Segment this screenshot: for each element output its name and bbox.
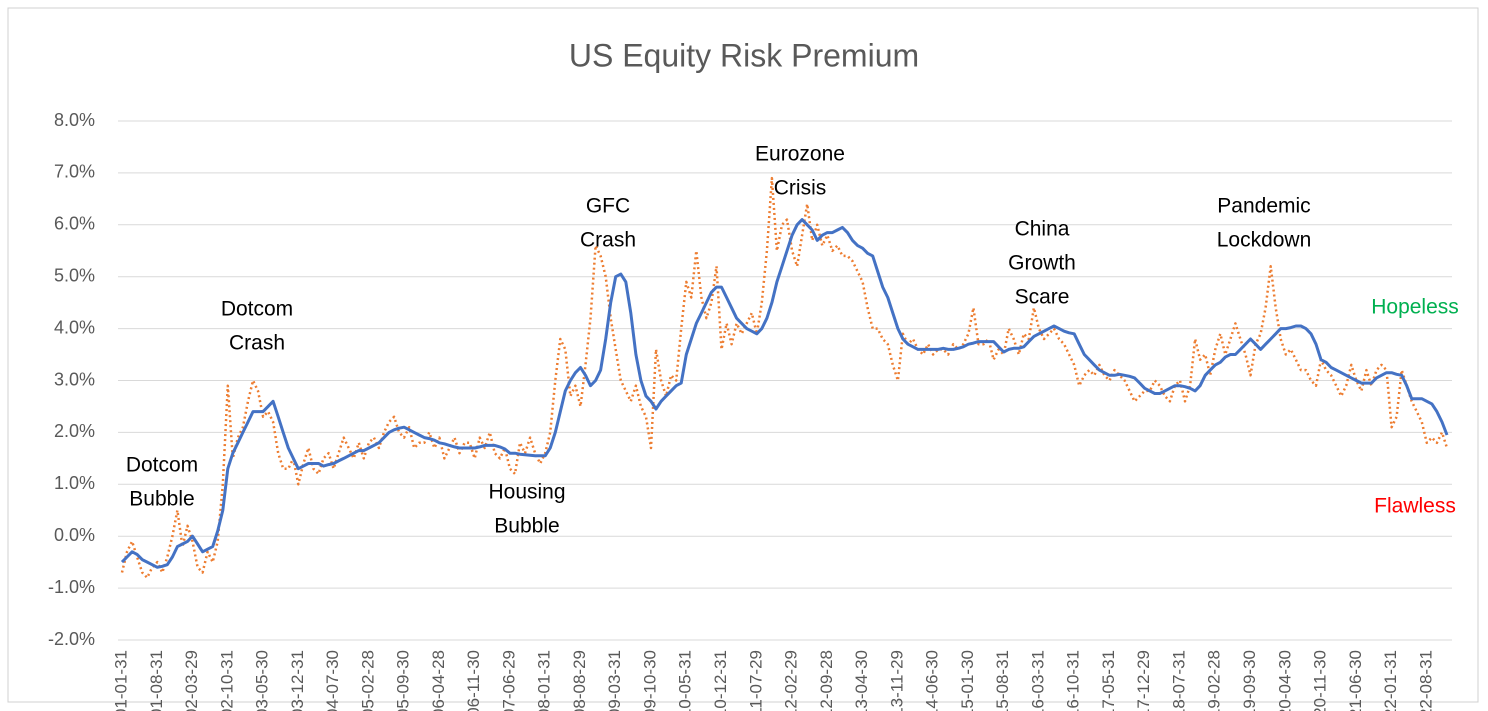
annotation-text: Lockdown (1217, 229, 1312, 252)
x-tick-label: 2009-10-30 (640, 650, 659, 711)
y-tick-label: 3.0% (54, 369, 95, 389)
x-tick-label: 2011-07-29 (746, 650, 765, 711)
x-tick-label: 2005-02-28 (358, 650, 377, 711)
annotation-text: Growth (1008, 252, 1076, 275)
x-tick-label: 2017-12-29 (1134, 650, 1153, 711)
annotation: Flawless (1374, 495, 1456, 518)
x-tick-label: 2010-05-31 (676, 650, 695, 711)
y-tick-label: 2.0% (54, 421, 95, 441)
x-tick-label: 2012-02-29 (782, 650, 801, 711)
x-tick-label: 2010-12-31 (711, 650, 730, 711)
annotation: Hopeless (1371, 296, 1459, 319)
x-tick-label: 2001-01-31 (111, 650, 130, 711)
annotation-text: Hopeless (1371, 296, 1459, 319)
x-tick-label: 2003-05-30 (253, 650, 272, 711)
annotation: GFC Crash (580, 195, 636, 252)
annotation-text: Dotcom (221, 298, 293, 321)
annotation-text: Crisis (774, 177, 827, 200)
y-tick-label: 7.0% (54, 162, 95, 182)
x-tick-label: 2019-09-30 (1240, 650, 1259, 711)
x-tick-label: 2005-09-30 (394, 650, 413, 711)
annotation: Pandemic Lockdown (1217, 195, 1312, 252)
annotation-text: Bubble (494, 515, 559, 538)
series-line (120, 176, 1449, 579)
x-tick-label: 2003-12-31 (288, 650, 307, 711)
annotation-text: Pandemic (1217, 195, 1310, 218)
annotation: Dotcom Bubble (126, 454, 198, 511)
x-tick-label: 2015-08-31 (993, 650, 1012, 711)
annotation-text: Flawless (1374, 495, 1456, 518)
x-tick-label: 2020-11-30 (1311, 650, 1330, 711)
x-tick-label: 2021-06-30 (1346, 650, 1365, 711)
x-tick-label: 2020-04-30 (1275, 650, 1294, 711)
x-tick-label: 2002-03-29 (182, 650, 201, 711)
y-tick-label: 4.0% (54, 317, 95, 337)
x-tick-label: 2001-08-31 (147, 650, 166, 711)
x-tick-label: 2022-01-31 (1381, 650, 1400, 711)
x-tick-label: 2016-10-31 (1064, 650, 1083, 711)
annotation-text: Crash (580, 229, 636, 252)
x-tick-label: 2006-11-30 (464, 650, 483, 711)
annotation-text: Crash (229, 332, 285, 355)
x-tick-label: 2013-04-30 (852, 650, 871, 711)
annotation: Dotcom Crash (221, 298, 293, 355)
x-tick-label: 2019-02-28 (1205, 650, 1224, 711)
x-tick-label: 2014-06-30 (923, 650, 942, 711)
x-tick-label: 2008-08-29 (570, 650, 589, 711)
y-tick-label: 0.0% (54, 525, 95, 545)
y-tick-label: -1.0% (48, 577, 95, 597)
annotation-text: China (1015, 218, 1070, 241)
annotation: Housing Bubble (488, 481, 565, 538)
annotation-text: Bubble (129, 488, 194, 511)
annotation-text: Dotcom (126, 454, 198, 477)
annotation: China Growth Scare (1008, 218, 1076, 309)
x-tick-label: 2013-11-29 (887, 650, 906, 711)
annotation-text: Scare (1015, 286, 1070, 309)
annotation-text: Eurozone (755, 143, 845, 166)
annotation-text: GFC (586, 195, 630, 218)
series-line (120, 218, 1449, 569)
x-tick-label: 2008-01-31 (535, 650, 554, 711)
y-tick-label: 8.0% (54, 110, 95, 130)
annotation: Eurozone Crisis (755, 143, 845, 200)
x-tick-label: 2002-10-31 (217, 650, 236, 711)
chart-border (7, 7, 1479, 703)
x-tick-label: 2012-09-28 (817, 650, 836, 711)
x-tick-label: 2015-01-30 (958, 650, 977, 711)
x-tick-label: 2006-04-28 (429, 650, 448, 711)
x-tick-label: 2018-07-31 (1169, 650, 1188, 711)
x-tick-label: 2016-03-31 (1028, 650, 1047, 711)
y-tick-label: -2.0% (48, 629, 95, 649)
x-tick-label: 2009-03-31 (605, 650, 624, 711)
x-tick-label: 2007-06-29 (499, 650, 518, 711)
y-tick-label: 1.0% (54, 473, 95, 493)
annotation-text: Housing (488, 481, 565, 504)
x-tick-label: 2004-07-30 (323, 650, 342, 711)
x-tick-label: 2017-05-31 (1099, 650, 1118, 711)
y-tick-label: 6.0% (54, 214, 95, 234)
chart-title: US Equity Risk Premium (569, 37, 919, 73)
x-tick-label: 2022-08-31 (1416, 650, 1435, 711)
y-tick-label: 5.0% (54, 265, 95, 285)
